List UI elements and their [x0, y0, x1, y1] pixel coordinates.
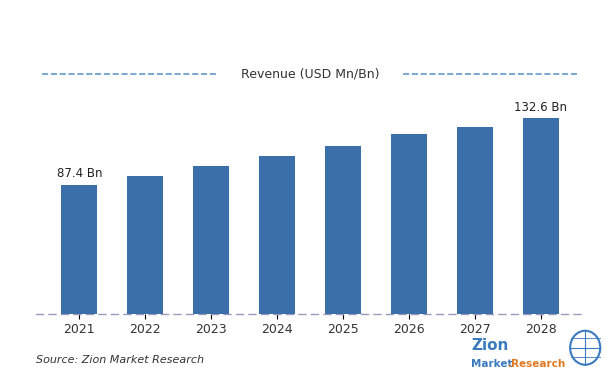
Bar [127, 176, 164, 314]
Bar [325, 146, 361, 314]
Bar [61, 185, 97, 314]
Text: 132.6 Bn: 132.6 Bn [514, 101, 567, 114]
Bar [259, 156, 295, 314]
Text: Zion: Zion [471, 338, 508, 353]
Text: Global Car Rental Market,: Global Car Rental Market, [41, 22, 302, 40]
Text: Research: Research [511, 359, 565, 369]
Text: Revenue (USD Mn/Bn): Revenue (USD Mn/Bn) [241, 67, 379, 80]
Text: Source: Zion Market Research: Source: Zion Market Research [36, 355, 204, 365]
Text: .: . [508, 359, 513, 369]
Text: CAGR : 6.90%: CAGR : 6.90% [75, 122, 177, 135]
Bar [457, 127, 493, 314]
Text: 87.4 Bn: 87.4 Bn [57, 167, 102, 180]
Bar [523, 118, 559, 314]
Bar [391, 134, 427, 314]
Text: Market: Market [471, 359, 513, 369]
Text: 2022-2028 (USD Billion): 2022-2028 (USD Billion) [302, 22, 525, 40]
Bar [193, 166, 229, 314]
